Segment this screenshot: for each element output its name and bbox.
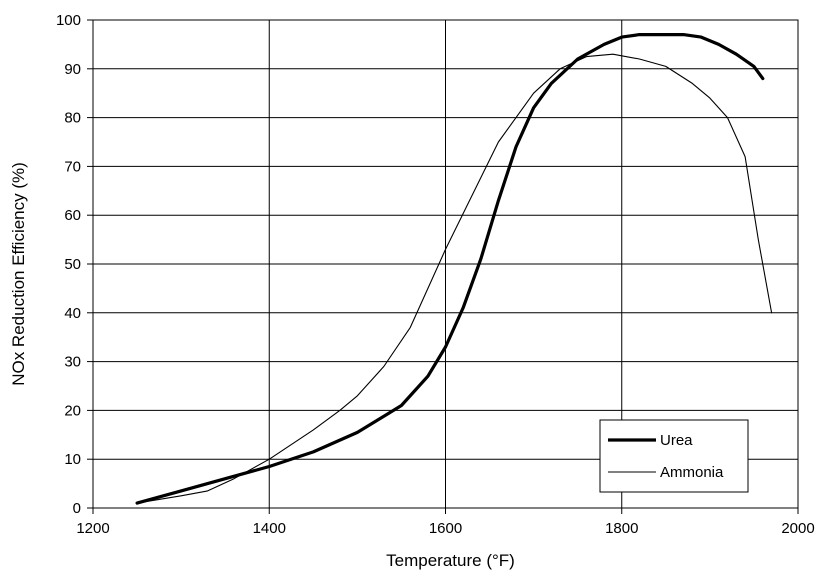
series-lines [135,33,773,505]
y-tick-label: 90 [64,61,81,78]
x-axis-ticks: 1200 1400 1600 1800 2000 [76,508,815,537]
y-tick-label: 80 [64,110,81,127]
x-axis-title: Temperature (°F) [386,551,515,570]
x-tick-label: 1800 [605,520,638,537]
y-tick-label: 20 [64,402,81,419]
y-axis-title: NOx Reduction Efficiency (%) [9,162,28,386]
y-tick-label: 60 [64,207,81,224]
y-tick-label: 10 [64,451,81,468]
legend-label-ammonia: Ammonia [660,464,724,481]
legend: Urea Ammonia [599,419,749,493]
x-tick-label: 1400 [253,520,286,537]
y-tick-label: 100 [56,12,81,29]
y-axis-ticks: 0 10 20 30 40 50 60 70 80 90 100 [56,12,93,517]
y-tick-label: 40 [64,305,81,322]
x-tick-label: 1200 [76,520,109,537]
legend-label-urea: Urea [660,432,693,449]
y-tick-label: 70 [64,158,81,175]
legend-box [599,419,749,493]
series-line-ammonia [136,53,773,504]
x-tick-label: 1600 [429,520,462,537]
x-tick-label: 2000 [781,520,814,537]
y-tick-label: 0 [73,500,81,517]
series-line-urea [135,33,765,505]
y-tick-label: 30 [64,354,81,371]
y-tick-label: 50 [64,256,81,273]
